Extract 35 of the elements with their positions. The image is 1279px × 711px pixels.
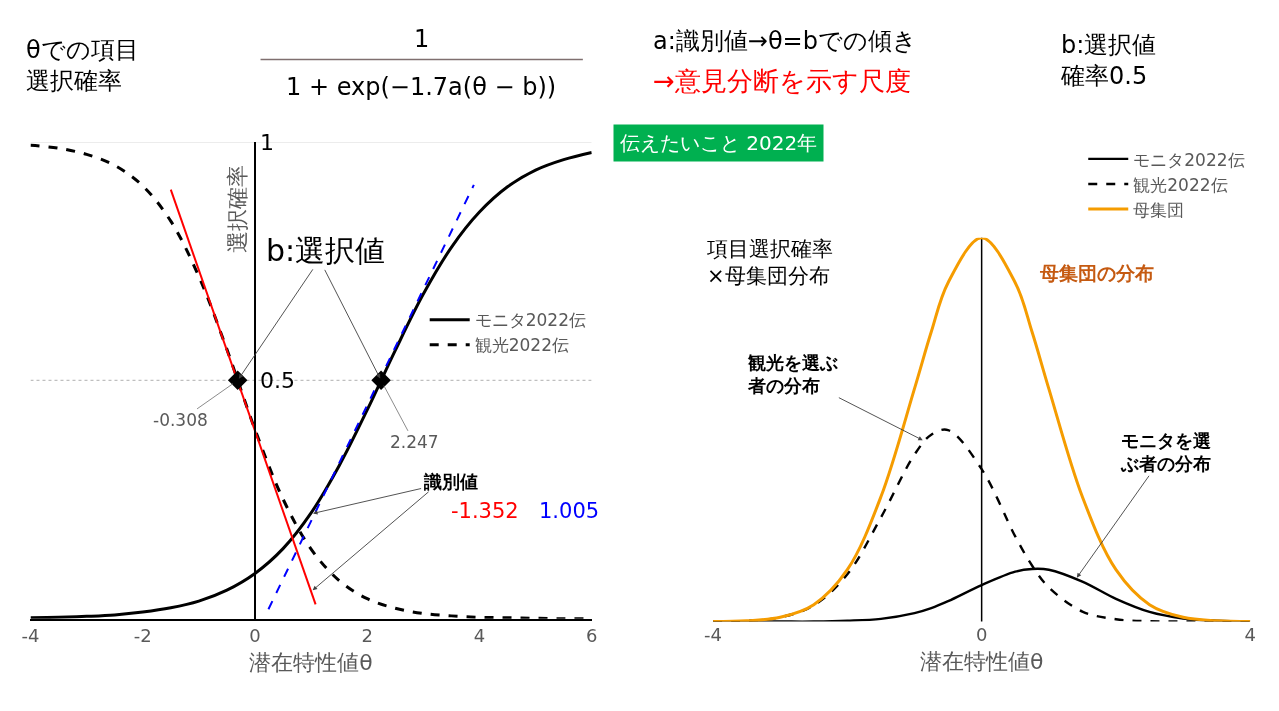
text: →意見分断を示す尺度 (653, 66, 911, 96)
x-axis-title: 潜在特性値θ (919, 649, 1044, 675)
x-tick-label: 0 (249, 625, 261, 647)
x-tick-label: -2 (133, 625, 152, 647)
annotation: 識別値 (423, 471, 478, 492)
x-tick-label: 2 (361, 625, 373, 647)
text: 1.005 (539, 499, 600, 523)
annotation: モニタを選ぶ者の分布 (1120, 430, 1211, 475)
text: 伝えたいこと 2022年 (620, 131, 818, 155)
y-tick-label: 0.5 (260, 368, 296, 394)
annotation: 観光を選ぶ者の分布 (747, 352, 838, 397)
legend-label: 観光2022伝 (1133, 174, 1228, 195)
text: 1 + exp(−1.7a(θ − b)) (286, 73, 557, 101)
x-axis-title: 潜在特性値θ (249, 650, 373, 676)
text: b:選択値確率0.5 (1060, 31, 1157, 91)
y-axis-title: 選択確率 (225, 165, 251, 254)
text: -1.352 (451, 499, 519, 523)
x-tick-label: 0 (975, 623, 988, 645)
text: θでの項目選択確率 (26, 36, 139, 96)
x-tick-label: -4 (21, 625, 40, 647)
text: a:識別値→θ=bでの傾き (653, 27, 917, 55)
x-tick-label: 4 (473, 625, 486, 647)
legend-label: 母集団 (1133, 199, 1185, 220)
annotation: b:選択値 (266, 233, 386, 268)
x-tick-label: -4 (704, 623, 723, 645)
x-tick-label: 4 (1244, 623, 1256, 645)
annotation: 母集団の分布 (1039, 262, 1154, 284)
legend-label: モニタ2022伝 (1133, 149, 1245, 170)
annotation: 2.247 (390, 432, 439, 452)
legend-label: 観光2022伝 (474, 335, 569, 356)
annotation: 項目選択確率 ×母集団分布 (706, 237, 833, 289)
legend-label: モニタ2022伝 (474, 310, 586, 331)
annotation: -0.308 (153, 410, 208, 430)
text: 1 (414, 25, 430, 53)
x-tick-label: 6 (585, 625, 598, 647)
